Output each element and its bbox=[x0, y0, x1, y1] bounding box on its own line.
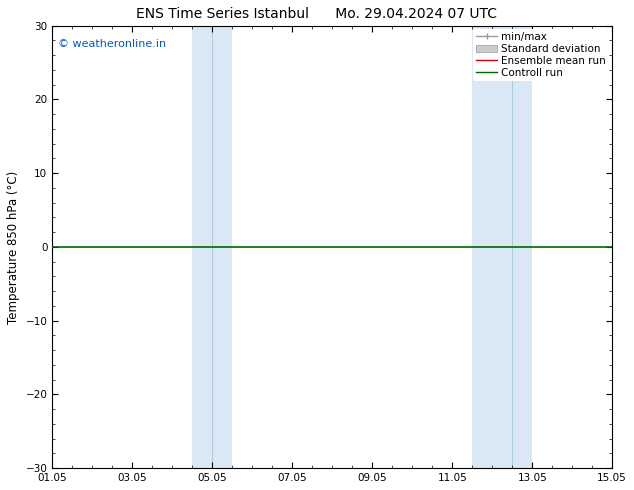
Legend: min/max, Standard deviation, Ensemble mean run, Controll run: min/max, Standard deviation, Ensemble me… bbox=[473, 29, 609, 81]
Y-axis label: Temperature 850 hPa (°C): Temperature 850 hPa (°C) bbox=[7, 171, 20, 323]
Bar bbox=[472, 25, 532, 468]
Text: © weatheronline.in: © weatheronline.in bbox=[58, 39, 166, 49]
Bar bbox=[192, 25, 232, 468]
Text: ENS Time Series Istanbul      Mo. 29.04.2024 07 UTC: ENS Time Series Istanbul Mo. 29.04.2024 … bbox=[136, 7, 498, 22]
